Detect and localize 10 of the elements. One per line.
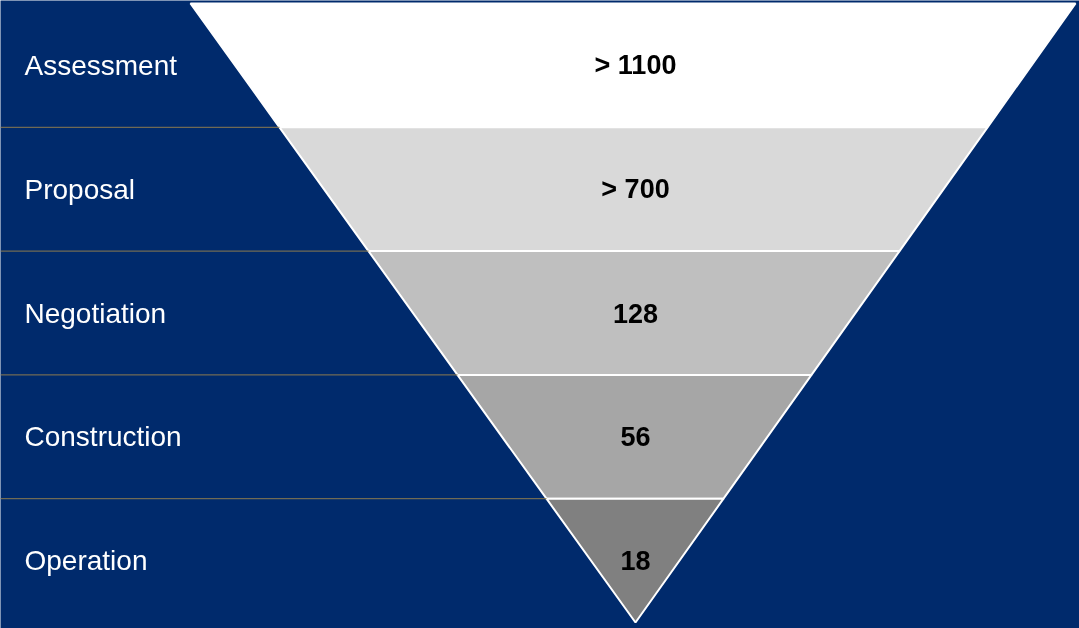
data-label: > 1100 xyxy=(594,50,677,81)
category-label: Assessment xyxy=(24,49,178,81)
category-label: Construction xyxy=(24,421,182,453)
category-label: Proposal xyxy=(24,173,136,205)
data-label: 18 xyxy=(620,546,651,577)
category-label: Operation xyxy=(24,545,148,577)
data-label: > 700 xyxy=(601,174,670,205)
data-label: 56 xyxy=(620,422,651,453)
category-label: Negotiation xyxy=(24,297,167,329)
data-label: 128 xyxy=(612,298,659,329)
